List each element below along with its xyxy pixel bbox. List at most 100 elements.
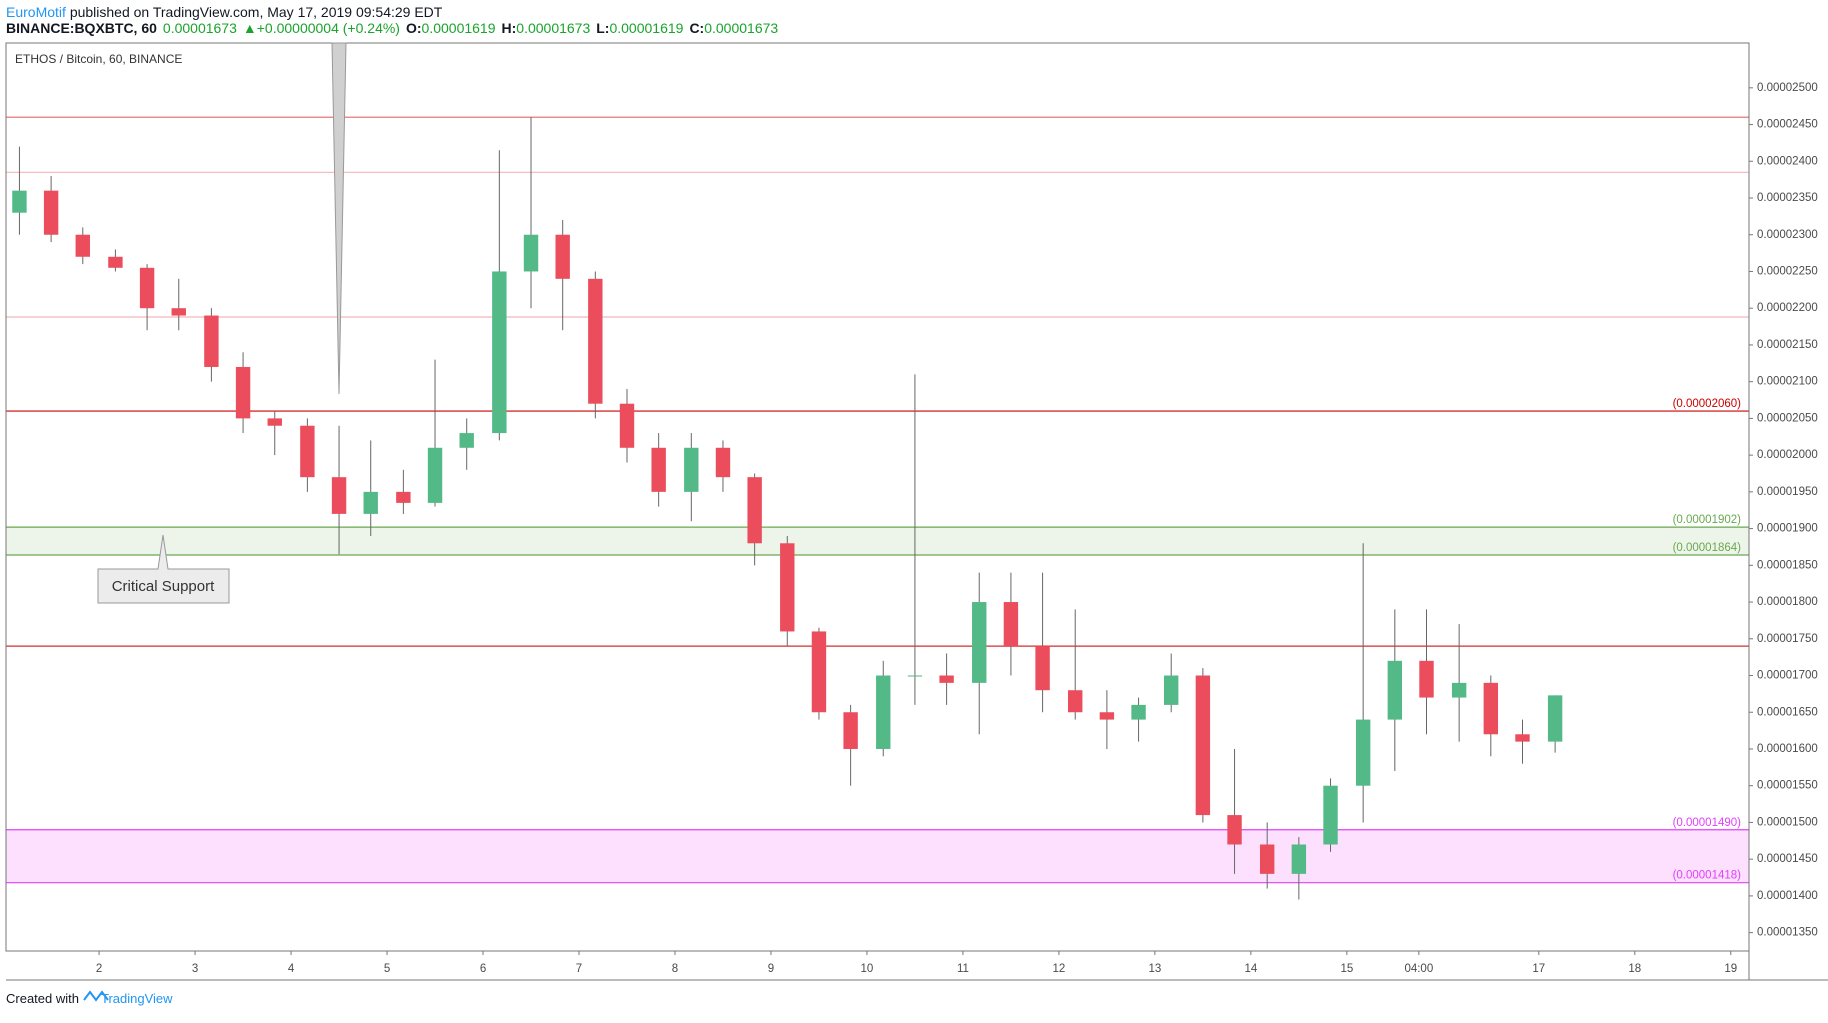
x-tick-label: 7	[576, 963, 582, 975]
candle-body	[1451, 682, 1467, 698]
footer-created: Created with	[6, 991, 79, 1006]
level-label: (0.00001418)	[1673, 870, 1742, 882]
footer-brand[interactable]: TradingView	[101, 991, 173, 1006]
symbol: BINANCE:BQXBTC, 60	[6, 20, 157, 36]
zone	[6, 829, 1749, 883]
y-tick-label: 0.00002100	[1757, 376, 1818, 388]
header-line: EuroMotif published on TradingView.com, …	[6, 4, 443, 20]
candle-body	[843, 712, 858, 749]
candle-body	[1547, 695, 1563, 742]
x-tick-label: 8	[672, 963, 678, 975]
x-tick-label: 11	[957, 963, 969, 975]
h-label: H:	[502, 20, 517, 36]
callout-text: Critical Support	[112, 578, 215, 595]
candle-body	[204, 315, 219, 367]
c: 0.00001673	[704, 20, 778, 36]
arrow: ▲	[243, 20, 257, 36]
y-tick-label: 0.00002050	[1757, 412, 1818, 424]
candle-body	[1387, 660, 1403, 720]
y-tick-label: 0.00001750	[1757, 633, 1818, 645]
candle-body	[588, 278, 603, 404]
y-tick-label: 0.00001900	[1757, 523, 1818, 535]
y-tick-label: 0.00001550	[1757, 780, 1818, 792]
candle-body	[747, 477, 762, 544]
candle-body	[139, 267, 155, 309]
y-tick-label: 0.00001700	[1757, 670, 1818, 682]
candle-body	[780, 543, 795, 632]
candle-body	[1164, 675, 1179, 705]
candle-body	[396, 491, 411, 503]
candle-body	[1291, 844, 1307, 874]
candle-body	[684, 447, 699, 492]
y-tick-label: 0.00002000	[1757, 449, 1818, 461]
candle-body	[1355, 719, 1371, 786]
candle-body	[427, 447, 443, 503]
o: 0.00001619	[422, 20, 496, 36]
zone	[6, 527, 1749, 556]
x-tick-label: 19	[1724, 963, 1737, 975]
y-tick-label: 0.00001600	[1757, 743, 1818, 755]
candle-body	[235, 366, 251, 419]
candle-body	[939, 675, 954, 683]
candle-body	[363, 491, 378, 514]
spike-drawing	[331, 42, 347, 395]
y-tick-label: 0.00001450	[1757, 853, 1818, 865]
candle-body	[267, 418, 282, 426]
candle-body	[171, 308, 186, 316]
footer: Created with TradingView	[6, 991, 173, 1006]
candle-body	[811, 631, 827, 713]
level-label: (0.00001902)	[1673, 514, 1742, 526]
candle-body	[43, 190, 59, 235]
candle-body	[1068, 690, 1083, 713]
x-tick-label: 04:00	[1404, 963, 1433, 975]
candle-body	[1515, 734, 1530, 742]
x-tick-label: 9	[768, 963, 774, 975]
candle-body	[1035, 646, 1050, 691]
h: 0.00001673	[516, 20, 590, 36]
x-tick-label: 15	[1340, 963, 1353, 975]
y-tick-label: 0.00002350	[1757, 192, 1818, 204]
candle-body	[331, 477, 347, 514]
candle-body	[1227, 815, 1242, 845]
x-tick-label: 18	[1628, 963, 1641, 975]
candle-body	[300, 425, 315, 478]
candle-body	[492, 271, 507, 434]
candle-body	[459, 433, 474, 448]
level-label: (0.00001490)	[1673, 817, 1742, 829]
y-tick-label: 0.00002200	[1757, 302, 1818, 314]
x-tick-label: 12	[1053, 963, 1066, 975]
candle-body	[523, 234, 539, 272]
y-tick-label: 0.00001800	[1757, 596, 1818, 608]
x-tick-label: 17	[1532, 963, 1545, 975]
candle-body	[108, 256, 123, 268]
y-tick-label: 0.00001850	[1757, 559, 1818, 571]
y-tick-label: 0.00002450	[1757, 119, 1818, 131]
x-tick-label: 14	[1244, 963, 1257, 975]
quote-line: BINANCE:BQXBTC, 60 0.00001673 ▲+0.00000004…	[6, 20, 778, 36]
level-label: (0.00001864)	[1673, 542, 1742, 554]
y-tick-label: 0.00002150	[1757, 339, 1818, 351]
published: published on TradingView.com, May 17, 20…	[70, 4, 443, 20]
y-tick-label: 0.00001350	[1757, 927, 1818, 939]
candle-body	[1259, 844, 1275, 874]
c-label: C:	[689, 20, 704, 36]
change: +0.00000004 (+0.24%)	[257, 20, 400, 36]
brand-logo	[83, 990, 109, 1002]
candle-body	[75, 234, 90, 257]
candle-body	[1003, 602, 1019, 647]
y-tick-label: 0.00002250	[1757, 266, 1818, 278]
author[interactable]: EuroMotif	[6, 4, 66, 20]
candle-body	[1099, 712, 1115, 720]
candle-body	[1483, 682, 1499, 735]
x-tick-label: 6	[480, 963, 486, 975]
candle-body	[619, 403, 635, 448]
y-tick-label: 0.00002500	[1757, 82, 1818, 94]
y-tick-label: 0.00001400	[1757, 890, 1818, 902]
x-tick-label: 5	[384, 963, 390, 975]
last: 0.00001673	[163, 20, 237, 36]
callout-box	[97, 534, 230, 604]
candle-body	[907, 675, 923, 677]
plot-frame	[5, 42, 1750, 952]
candle-body	[1131, 704, 1146, 720]
